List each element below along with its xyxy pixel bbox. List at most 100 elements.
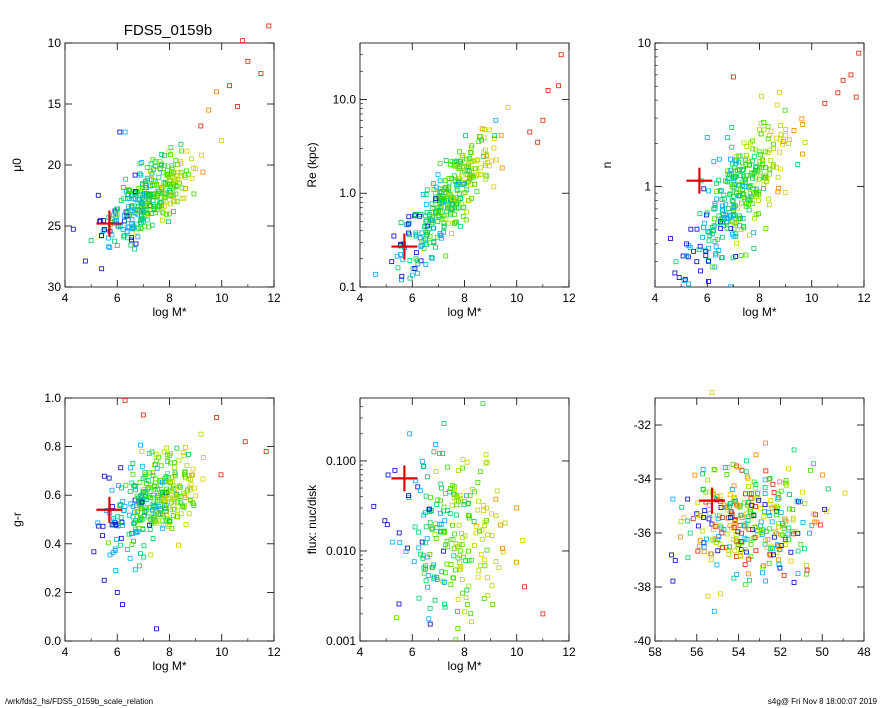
data-point bbox=[418, 258, 424, 264]
data-point bbox=[800, 489, 806, 495]
data-point bbox=[746, 556, 752, 562]
data-point bbox=[470, 486, 476, 492]
data-point bbox=[419, 230, 425, 236]
data-point bbox=[478, 551, 484, 557]
data-point bbox=[440, 451, 445, 456]
data-point bbox=[139, 448, 145, 454]
data-point bbox=[198, 431, 204, 437]
data-point bbox=[711, 159, 717, 165]
data-point bbox=[439, 214, 445, 220]
data-point bbox=[140, 475, 146, 481]
data-point bbox=[478, 563, 484, 568]
data-point bbox=[117, 502, 123, 508]
data-point bbox=[132, 567, 138, 573]
data-point bbox=[101, 577, 107, 583]
data-point bbox=[730, 461, 736, 467]
data-point bbox=[137, 479, 143, 485]
data-point bbox=[719, 197, 725, 202]
data-point bbox=[453, 512, 459, 518]
data-point bbox=[441, 421, 447, 426]
data-point bbox=[420, 555, 426, 561]
data-point bbox=[416, 595, 422, 601]
data-point bbox=[811, 461, 817, 467]
data-point bbox=[130, 504, 136, 509]
data-point bbox=[442, 184, 448, 190]
data-point bbox=[218, 472, 224, 478]
data-point bbox=[704, 135, 710, 140]
data-point bbox=[709, 551, 715, 557]
data-point bbox=[725, 464, 731, 470]
y-tick-label: -40 bbox=[634, 634, 652, 648]
data-point bbox=[493, 117, 499, 123]
data-point bbox=[716, 213, 722, 219]
data-point bbox=[764, 545, 770, 550]
data-point bbox=[761, 127, 767, 133]
data-point bbox=[464, 602, 470, 607]
data-point bbox=[795, 162, 801, 167]
data-point bbox=[721, 192, 727, 198]
data-point bbox=[168, 201, 173, 207]
data-point bbox=[763, 179, 769, 185]
data-point bbox=[685, 496, 691, 502]
data-point bbox=[734, 502, 740, 508]
data-point bbox=[441, 223, 447, 229]
data-point bbox=[464, 187, 470, 193]
data-point bbox=[771, 490, 777, 495]
data-point bbox=[152, 513, 158, 519]
data-point bbox=[777, 149, 783, 155]
data-point bbox=[808, 467, 813, 473]
data-point bbox=[752, 535, 758, 541]
data-point bbox=[733, 161, 739, 167]
data-point bbox=[767, 475, 773, 481]
data-point bbox=[451, 553, 457, 559]
data-point bbox=[695, 500, 701, 506]
data-point bbox=[385, 472, 391, 478]
data-point bbox=[159, 217, 165, 223]
data-point bbox=[760, 157, 766, 163]
y-tick-label: 10 bbox=[638, 36, 652, 50]
data-point bbox=[477, 165, 483, 171]
data-point bbox=[733, 536, 739, 542]
data-point bbox=[496, 565, 502, 571]
data-point bbox=[445, 544, 451, 550]
data-point bbox=[744, 458, 749, 464]
data-point bbox=[412, 265, 418, 271]
data-point bbox=[505, 104, 511, 110]
data-point bbox=[474, 189, 480, 194]
data-point bbox=[722, 178, 728, 184]
data-point bbox=[200, 455, 206, 460]
data-point bbox=[132, 526, 138, 532]
data-point bbox=[761, 563, 766, 569]
x-tick-label: 12 bbox=[267, 645, 281, 659]
data-point bbox=[424, 232, 430, 237]
data-point bbox=[389, 259, 395, 265]
plot-frame bbox=[359, 397, 570, 642]
data-point bbox=[152, 462, 158, 468]
x-tick-label: 6 bbox=[409, 291, 416, 305]
data-point bbox=[719, 255, 725, 261]
data-point bbox=[107, 244, 113, 250]
data-point bbox=[477, 469, 483, 475]
data-point bbox=[856, 50, 862, 56]
data-point bbox=[527, 129, 533, 135]
data-point bbox=[701, 186, 707, 192]
data-point bbox=[752, 485, 758, 491]
data-point bbox=[468, 182, 474, 188]
data-point bbox=[156, 498, 162, 504]
data-point bbox=[436, 193, 442, 199]
data-point bbox=[466, 557, 472, 563]
data-point bbox=[392, 467, 398, 473]
data-point bbox=[773, 135, 779, 141]
data-point bbox=[419, 239, 425, 245]
data-point bbox=[710, 228, 716, 234]
data-point bbox=[741, 225, 747, 231]
data-point bbox=[112, 548, 118, 553]
data-point bbox=[711, 216, 717, 222]
data-point bbox=[749, 158, 755, 164]
data-point bbox=[465, 156, 471, 162]
data-point bbox=[258, 71, 264, 76]
data-point bbox=[466, 548, 471, 554]
data-point bbox=[712, 522, 718, 528]
data-point bbox=[174, 199, 180, 205]
data-point bbox=[464, 459, 470, 465]
